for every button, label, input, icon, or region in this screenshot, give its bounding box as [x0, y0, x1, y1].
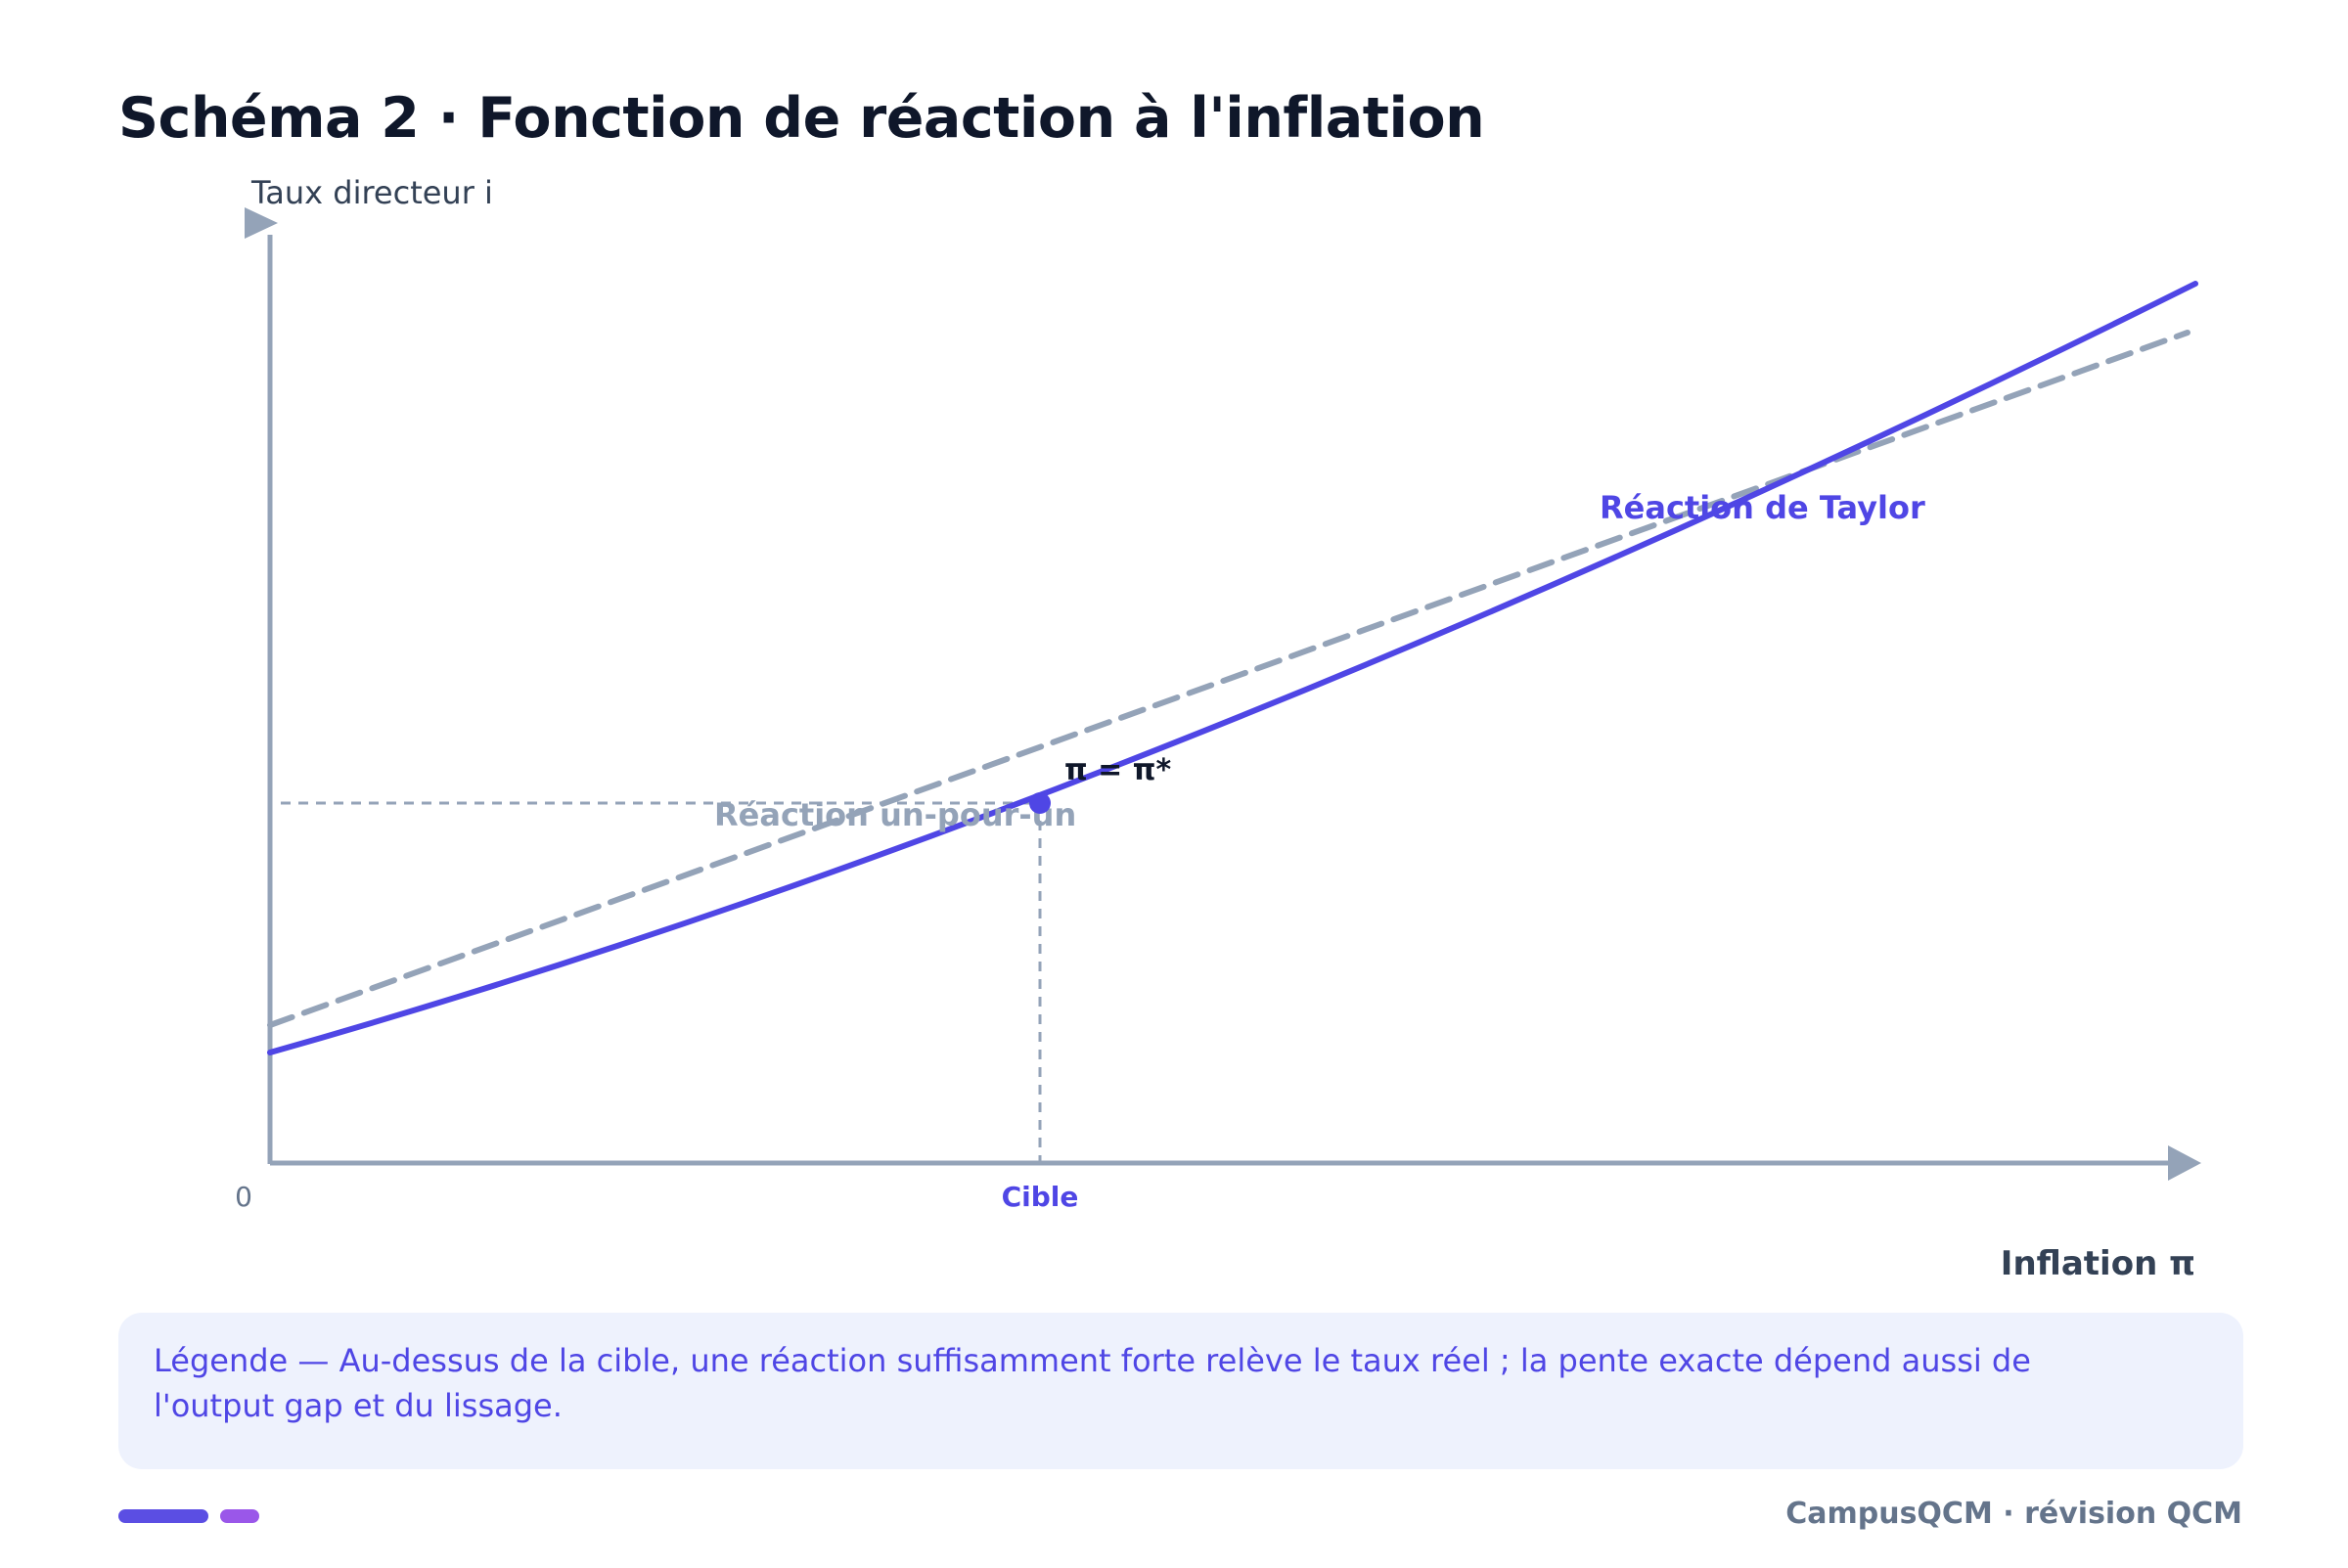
legend-text: Légende — Au-dessus de la cible, une réa…	[154, 1342, 2031, 1424]
footer-brand: CampusQCM · révision QCM	[1785, 1497, 2242, 1531]
y-axis-label: Taux directeur i	[250, 174, 493, 211]
legend-box: Légende — Au-dessus de la cible, une réa…	[118, 1313, 2243, 1469]
x-axis-label: Inflation π	[2001, 1244, 2195, 1283]
accent-bar-secondary	[220, 1509, 259, 1523]
y-axis-arrow-icon	[245, 207, 278, 239]
taylor-curve	[267, 281, 2198, 1055]
one-for-one-label: Réaction un-pour-un	[714, 796, 1076, 833]
page-title: Schéma 2 · Fonction de réaction à l'infl…	[118, 86, 1485, 151]
target-point-label: π = π*	[1064, 753, 1171, 787]
one-for-one-line	[267, 330, 2190, 1028]
accent-bar-primary	[118, 1509, 208, 1523]
target-point	[1029, 792, 1051, 814]
taylor-label: Réaction de Taylor	[1600, 489, 1925, 526]
target-tick-label: Cible	[1002, 1181, 1079, 1213]
x-axis-arrow-icon	[2168, 1145, 2201, 1181]
origin-label: 0	[235, 1181, 252, 1213]
